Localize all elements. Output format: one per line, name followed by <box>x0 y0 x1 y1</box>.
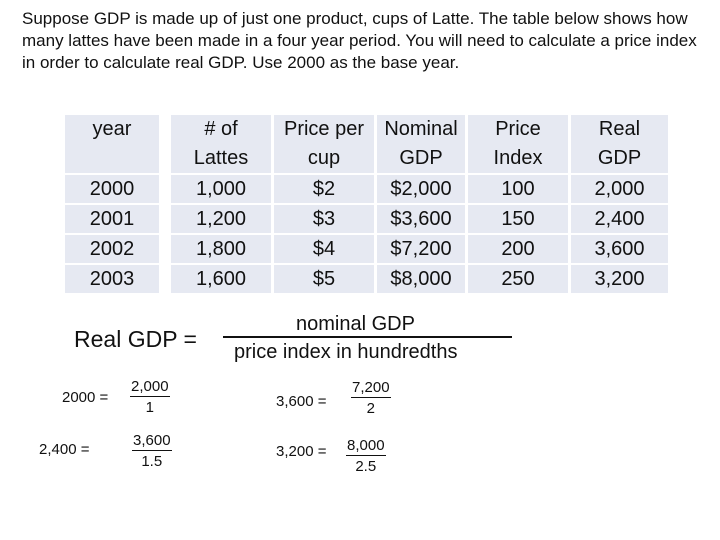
header-year: year <box>65 115 159 173</box>
example-denominator: 1.5 <box>141 453 163 470</box>
cell-lattes: 1,200 <box>171 205 271 233</box>
header-lattes: # of Lattes <box>171 115 271 173</box>
formula-numerator: nominal GDP <box>296 313 415 335</box>
cell-lattes: 1,000 <box>171 175 271 203</box>
example-denominator: 2 <box>366 400 375 417</box>
table-header-row: year # of Lattes Price per cup Nominal GDP … <box>65 115 668 173</box>
example-lhs: 3,200 = <box>276 443 327 460</box>
table-row: 2000 1,000 $2 $2,000 100 2,000 <box>65 175 668 203</box>
cell-price: $5 <box>274 265 374 293</box>
cell-price-index: 250 <box>468 265 568 293</box>
example-lhs: 2,400 = <box>39 441 90 458</box>
example-numerator: 8,000 <box>346 437 386 456</box>
cell-real-gdp: 2,000 <box>571 175 668 203</box>
cell-price: $2 <box>274 175 374 203</box>
header-nominal-gdp: Nominal GDP <box>377 115 465 173</box>
table-row: 2002 1,800 $4 $7,200 200 3,600 <box>65 235 668 263</box>
example-fraction: 7,200 2 <box>351 379 391 420</box>
cell-price: $3 <box>274 205 374 233</box>
formula-label: Real GDP = <box>74 326 197 352</box>
table-row: 2003 1,600 $5 $8,000 250 3,200 <box>65 265 668 293</box>
example-numerator: 3,600 <box>132 432 172 451</box>
example-fraction: 8,000 2.5 <box>346 437 386 478</box>
cell-real-gdp: 2,400 <box>571 205 668 233</box>
cell-price: $4 <box>274 235 374 263</box>
example-denominator: 1 <box>145 399 154 416</box>
cell-nominal-gdp: $8,000 <box>377 265 465 293</box>
cell-real-gdp: 3,200 <box>571 265 668 293</box>
cell-price-index: 200 <box>468 235 568 263</box>
cell-nominal-gdp: $3,600 <box>377 205 465 233</box>
example-numerator: 2,000 <box>130 378 170 397</box>
table-row: 2001 1,200 $3 $3,600 150 2,400 <box>65 205 668 233</box>
example-numerator: 7,200 <box>351 379 391 398</box>
header-price-per-cup: Price per cup <box>274 115 374 173</box>
cell-lattes: 1,600 <box>171 265 271 293</box>
formula-denominator: price index in hundredths <box>234 341 458 363</box>
cell-real-gdp: 3,600 <box>571 235 668 263</box>
header-price-index: Price Index <box>468 115 568 173</box>
cell-year: 2002 <box>65 235 159 263</box>
latte-gdp-table: year # of Lattes Price per cup Nominal GDP … <box>62 113 671 295</box>
example-fraction: 3,600 1.5 <box>132 432 172 473</box>
example-lhs: 2000 = <box>62 389 109 406</box>
cell-nominal-gdp: $2,000 <box>377 175 465 203</box>
cell-year: 2003 <box>65 265 159 293</box>
example-fraction: 2,000 1 <box>130 378 170 419</box>
header-real-gdp: Real GDP <box>571 115 668 173</box>
example-lhs: 3,600 = <box>276 393 327 410</box>
cell-year: 2001 <box>65 205 159 233</box>
fraction-bar <box>223 336 512 338</box>
cell-nominal-gdp: $7,200 <box>377 235 465 263</box>
cell-lattes: 1,800 <box>171 235 271 263</box>
intro-text: Suppose GDP is made up of just one produ… <box>22 9 697 72</box>
cell-price-index: 150 <box>468 205 568 233</box>
cell-year: 2000 <box>65 175 159 203</box>
cell-price-index: 100 <box>468 175 568 203</box>
example-denominator: 2.5 <box>355 458 377 475</box>
